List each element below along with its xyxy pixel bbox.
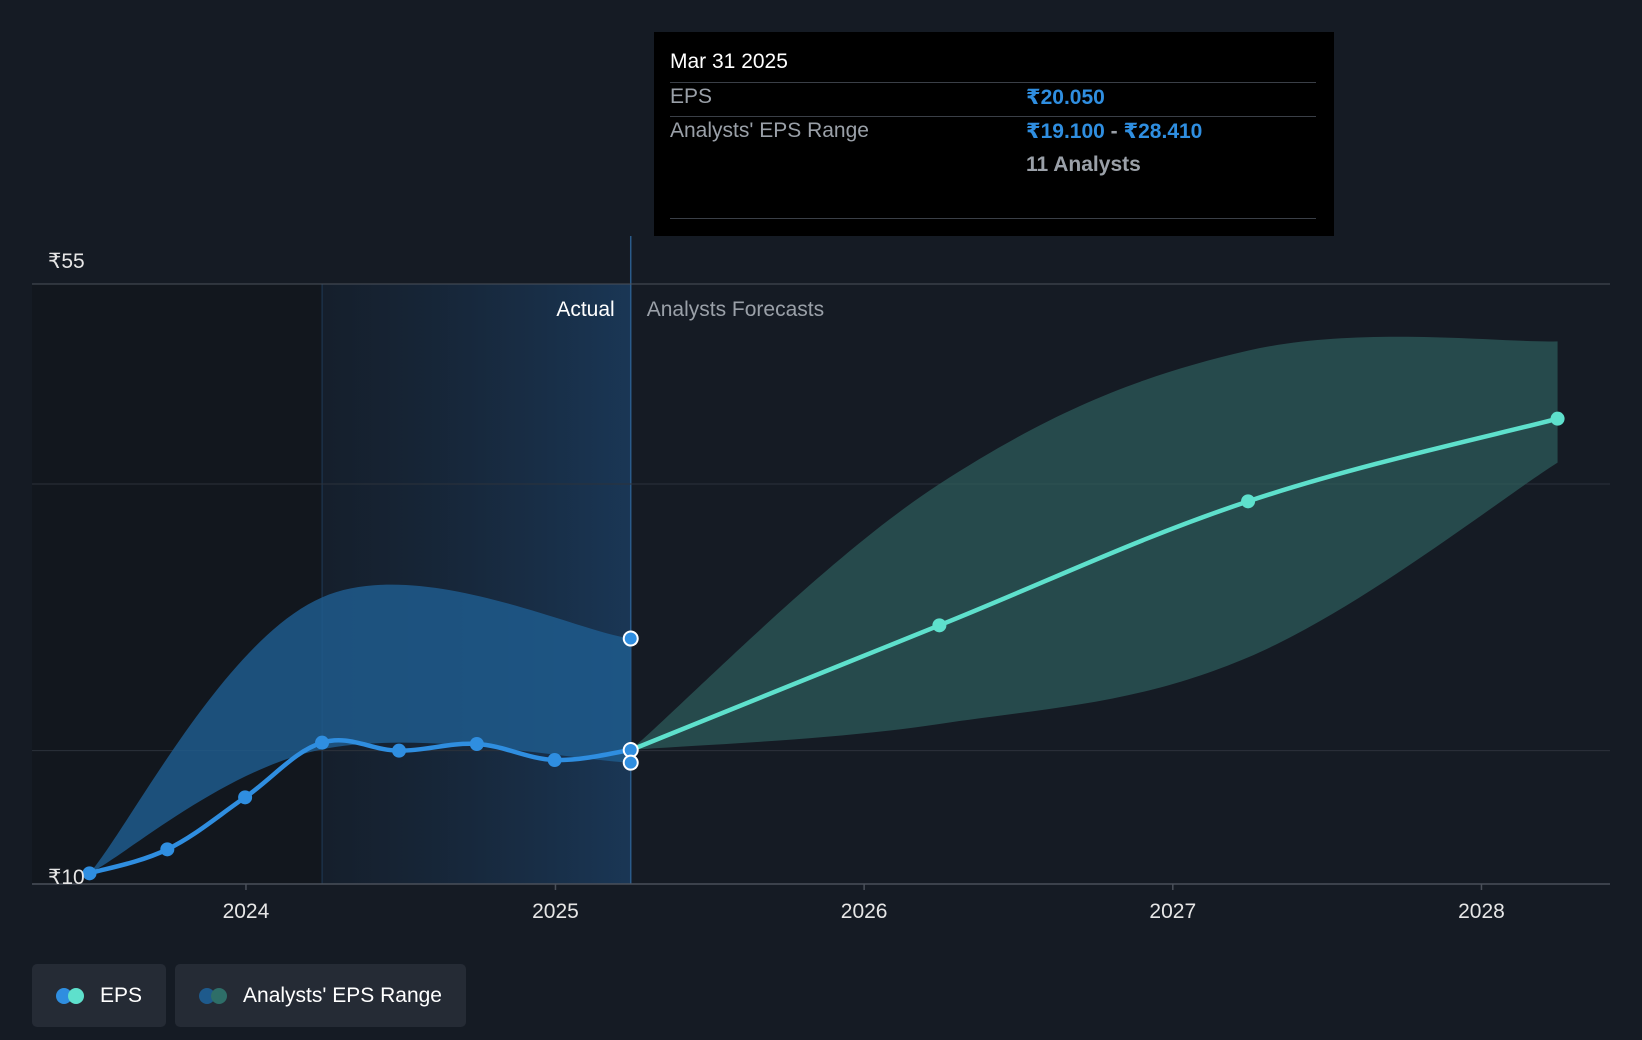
tooltip-divider: [670, 218, 1316, 219]
tooltip-range-label: Analysts' EPS Range: [670, 119, 869, 142]
legend-dot-forecast: [68, 987, 84, 1004]
legend-item-eps-range[interactable]: Analysts' EPS Range: [175, 964, 466, 1027]
eps-point: [932, 618, 947, 633]
eps-range-band: [630, 336, 1558, 750]
tooltip-date: Mar 31 2025: [670, 50, 788, 73]
tooltip-divider: [670, 82, 1316, 83]
x-tick-label: 2024: [223, 900, 270, 923]
eps-point: [160, 842, 175, 857]
tooltip-analyst-count: 11 Analysts: [1026, 153, 1141, 176]
tooltip-range-low: ₹19.100: [1026, 120, 1105, 143]
y-tick-label-max: ₹55: [48, 250, 85, 273]
eps-point: [469, 737, 484, 751]
tooltip-eps-label: EPS: [670, 85, 713, 108]
tooltip-range-separator: -: [1104, 120, 1124, 143]
forecast-label: Analysts Forecasts: [647, 298, 824, 321]
eps-point: [1241, 494, 1256, 509]
y-tick-label-min: ₹10: [48, 866, 85, 889]
eps-point: [547, 753, 562, 767]
eps-point: [1550, 411, 1565, 426]
eps-point: [392, 743, 407, 758]
legend: EPS Analysts' EPS Range: [32, 964, 466, 1027]
tooltip-range-high: ₹28.410: [1123, 120, 1203, 143]
tooltip-range-value: ₹19.100 - ₹28.410: [1026, 119, 1202, 144]
legend-swatch-icon: [56, 987, 88, 1004]
legend-label-eps: EPS: [100, 983, 143, 1007]
range-high-marker: [622, 630, 639, 647]
legend-label-eps-range: Analysts' EPS Range: [243, 983, 442, 1007]
eps-point: [315, 735, 330, 750]
eps-point: [238, 790, 253, 805]
legend-dot-range-forecast: [211, 987, 228, 1004]
range-low-marker: [622, 754, 639, 771]
x-tick-label: 2025: [532, 900, 579, 923]
tooltip-eps-value: ₹20.050: [1026, 86, 1105, 109]
x-tick-label: 2026: [841, 900, 888, 923]
x-tick-label: 2028: [1458, 900, 1505, 923]
tooltip: Mar 31 2025 EPS ₹20.050 Analysts' EPS Ra…: [654, 32, 1334, 236]
actual-label: Actual: [556, 298, 614, 321]
x-tick-label: 2027: [1149, 900, 1196, 923]
eps-point: [82, 866, 97, 881]
legend-item-eps[interactable]: EPS: [32, 964, 167, 1027]
eps-line: [628, 416, 1560, 753]
actual-highlight-region: [322, 284, 631, 884]
legend-swatch-icon: [199, 987, 231, 1004]
eps-range-band: [89, 584, 631, 874]
tooltip-divider: [670, 116, 1316, 117]
